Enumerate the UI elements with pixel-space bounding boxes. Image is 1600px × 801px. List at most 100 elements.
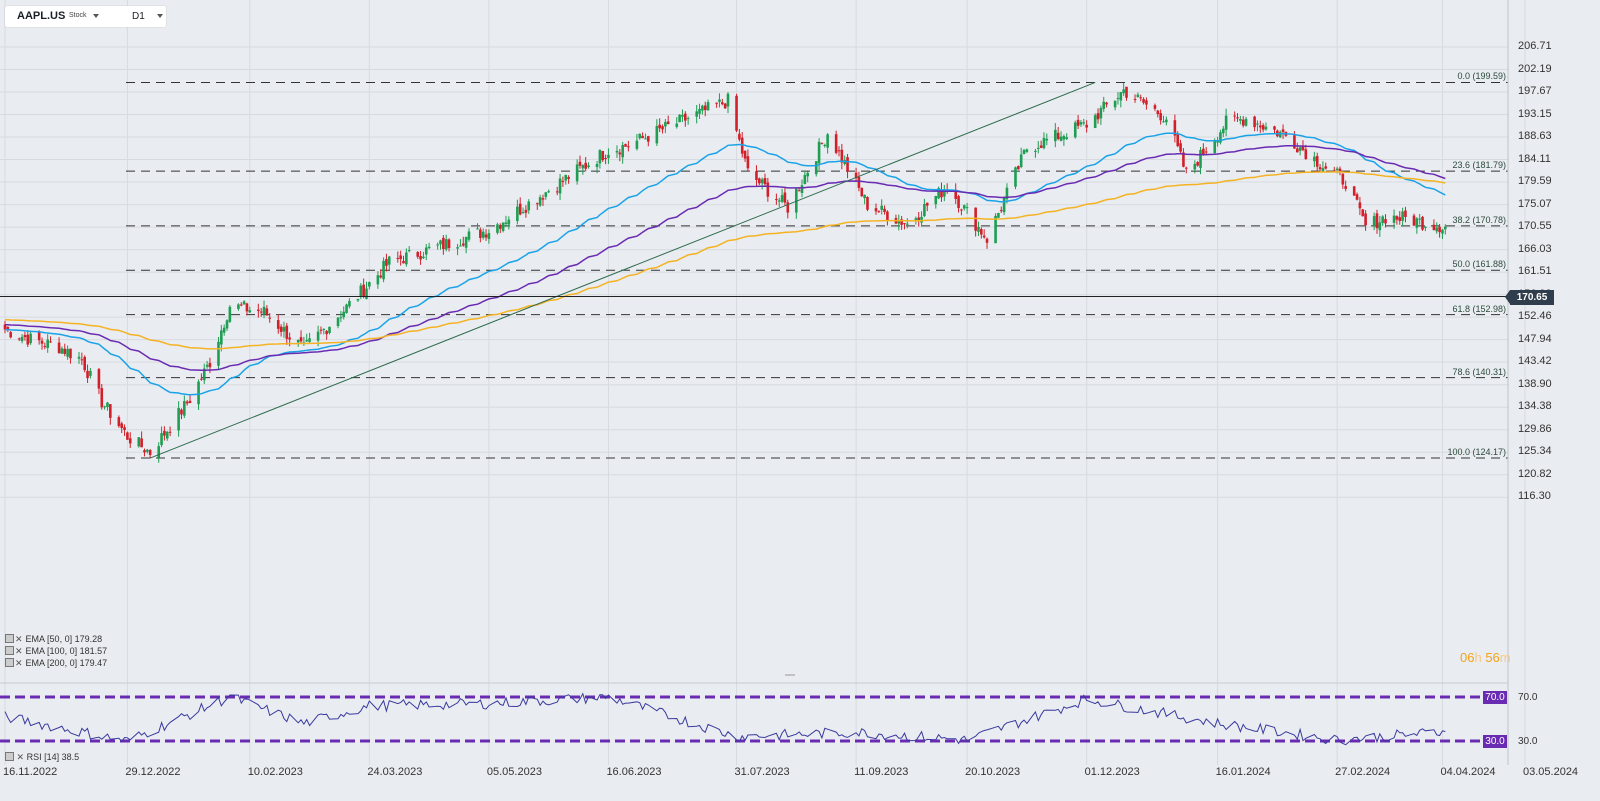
- candle: [564, 174, 568, 185]
- candle: [325, 330, 328, 340]
- price-tick-label: 152.46: [1518, 310, 1552, 323]
- close-icon[interactable]: ✕: [16, 752, 25, 762]
- candle: [1113, 100, 1117, 111]
- settings-icon[interactable]: [5, 658, 14, 667]
- candle: [83, 355, 87, 373]
- candle: [837, 146, 841, 157]
- candle: [1184, 166, 1188, 174]
- candle: [117, 415, 121, 428]
- candle: [379, 269, 383, 279]
- candle: [265, 305, 269, 316]
- candle: [541, 194, 545, 206]
- candle: [1378, 215, 1382, 237]
- candle: [143, 448, 146, 457]
- candle: [1381, 215, 1384, 226]
- rsi-axis-70: 70.0: [1518, 692, 1538, 703]
- candle: [1153, 103, 1157, 112]
- settings-icon[interactable]: [5, 634, 14, 643]
- fibonacci-trendline[interactable]: [149, 81, 1096, 459]
- timeframe-select[interactable]: D1: [132, 11, 145, 22]
- candle: [328, 326, 331, 335]
- candle: [977, 221, 980, 237]
- candle: [1241, 116, 1245, 128]
- candle: [957, 194, 960, 213]
- candle: [524, 205, 528, 218]
- close-icon[interactable]: ✕: [15, 658, 23, 668]
- candle: [985, 237, 989, 249]
- candle: [484, 229, 488, 241]
- candle: [1264, 122, 1268, 131]
- candle: [1017, 165, 1020, 170]
- candle: [982, 229, 986, 239]
- candle: [615, 145, 619, 158]
- candle: [758, 177, 761, 186]
- candle: [661, 124, 664, 134]
- close-icon[interactable]: ✕: [15, 634, 23, 644]
- candle: [726, 92, 730, 114]
- legend-ema-200[interactable]: ✕ EMA [200, 0] 179.47: [5, 658, 107, 669]
- legend-rsi[interactable]: ✕ RSI [14] 38.5: [5, 752, 79, 763]
- settings-icon[interactable]: [5, 752, 14, 761]
- legend-label: EMA [50, 0] 179.28: [25, 634, 103, 644]
- candle: [721, 98, 724, 106]
- date-tick-label: 01.12.2023: [1084, 766, 1140, 778]
- candle: [906, 218, 909, 229]
- price-tick-label: 170.55: [1518, 220, 1552, 233]
- candle: [180, 408, 183, 420]
- candle: [1364, 210, 1367, 231]
- candle: [1125, 86, 1128, 101]
- candle: [581, 164, 585, 175]
- candle: [217, 337, 220, 370]
- candle: [356, 298, 360, 303]
- timeframe-dropdown-icon[interactable]: [157, 14, 163, 18]
- candle: [205, 360, 209, 369]
- candle: [183, 395, 186, 419]
- candle: [1079, 120, 1083, 127]
- candle: [257, 303, 260, 318]
- candle: [1122, 82, 1125, 96]
- candle: [866, 196, 869, 212]
- candle: [999, 206, 1003, 214]
- price-tick-label: 166.03: [1518, 242, 1552, 255]
- candle: [248, 306, 252, 313]
- candle: [402, 255, 405, 264]
- candle: [382, 257, 385, 283]
- candle: [276, 314, 280, 334]
- close-icon[interactable]: ✕: [15, 646, 23, 656]
- legend-ema-100[interactable]: ✕ EMA [100, 0] 181.57: [5, 646, 107, 657]
- ema-100-line[interactable]: [4, 145, 1446, 372]
- candle: [1216, 136, 1219, 147]
- rsi-line[interactable]: [4, 692, 1446, 746]
- candle: [20, 334, 24, 344]
- candle: [1355, 192, 1359, 201]
- candle: [23, 331, 27, 341]
- candle: [1014, 166, 1017, 190]
- candle: [242, 300, 246, 305]
- symbol-name[interactable]: AAPL.US: [17, 10, 66, 22]
- candle: [920, 211, 923, 226]
- candle: [37, 330, 41, 345]
- settings-icon[interactable]: [5, 646, 14, 655]
- legend-ema-50[interactable]: ✕ EMA [50, 0] 179.28: [5, 634, 102, 645]
- candle: [481, 228, 485, 240]
- fibonacci-levels: [126, 81, 1508, 459]
- candle: [558, 173, 562, 200]
- symbol-dropdown-icon[interactable]: [93, 14, 99, 18]
- ema-200-line[interactable]: [4, 171, 1446, 350]
- candle: [826, 133, 829, 154]
- candle: [516, 199, 519, 225]
- fib-level-label: 50.0 (161.88): [1452, 259, 1506, 270]
- candle: [1085, 120, 1088, 133]
- candle: [305, 333, 309, 343]
- candle: [442, 235, 445, 255]
- trendline[interactable]: [149, 81, 1096, 459]
- candle: [57, 337, 61, 354]
- date-tick-label: 16.01.2024: [1215, 766, 1271, 778]
- candle: [237, 303, 240, 311]
- timer-hours-unit: h: [1474, 650, 1482, 665]
- candle: [786, 199, 790, 219]
- ema-50-line[interactable]: [5, 132, 1446, 396]
- candle: [1159, 109, 1162, 125]
- candle: [399, 250, 402, 266]
